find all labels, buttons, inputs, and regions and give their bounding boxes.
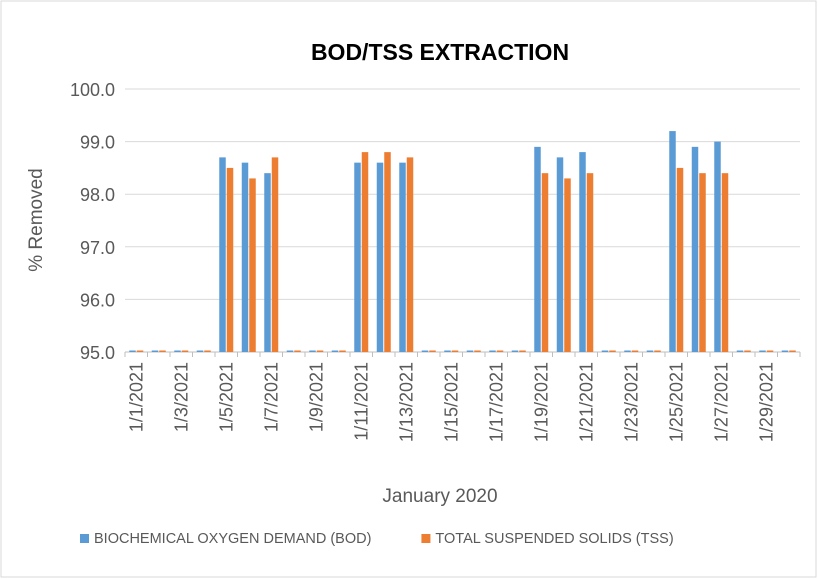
bar [331, 350, 339, 352]
x-tick-label: 1/15/2021 [441, 362, 461, 442]
bar [631, 350, 639, 352]
bar [294, 350, 301, 352]
x-tick-label: 1/17/2021 [486, 362, 506, 442]
bar [759, 350, 766, 352]
bar [196, 350, 204, 352]
bar [264, 173, 271, 352]
legend-label: BIOCHEMICAL OXYGEN DEMAND (BOD) [94, 531, 371, 547]
bar [564, 178, 571, 352]
bar [609, 350, 616, 352]
bar [744, 350, 751, 352]
bar [496, 350, 504, 352]
bar [136, 350, 144, 352]
bar [316, 350, 324, 352]
y-tick-label: 98.0 [80, 185, 115, 205]
bar [624, 350, 631, 352]
bar [384, 152, 391, 352]
bar [271, 157, 279, 352]
bar [714, 141, 721, 352]
bar [444, 350, 451, 352]
bar [466, 350, 474, 352]
legend-swatch [421, 534, 431, 543]
bar [669, 131, 676, 352]
bar [489, 350, 496, 352]
x-tick-label: 1/27/2021 [711, 362, 731, 442]
x-tick-label: 1/11/2021 [351, 362, 371, 441]
x-tick-label: 1/23/2021 [621, 362, 641, 442]
x-tick-label: 1/3/2021 [171, 362, 191, 432]
bar [361, 152, 369, 352]
bar [646, 350, 654, 352]
bar [676, 167, 684, 352]
bar [181, 350, 189, 352]
bar [286, 350, 294, 352]
bar [534, 146, 541, 352]
bar [601, 350, 609, 352]
legend-label: TOTAL SUSPENDED SOLIDS (TSS) [435, 531, 673, 547]
x-axis-label: January 2020 [382, 486, 497, 507]
x-tick-label: 1/25/2021 [666, 362, 686, 442]
bar [406, 157, 414, 352]
x-tick-label: 1/21/2021 [576, 362, 596, 442]
bar [699, 173, 706, 352]
x-tick-label: 1/29/2021 [756, 362, 776, 442]
bar [421, 350, 429, 352]
x-tick-label: 1/1/2021 [126, 362, 146, 432]
x-tick-label: 1/7/2021 [261, 362, 281, 432]
bar [781, 350, 789, 352]
bar [151, 350, 159, 352]
chart-title: BOD/TSS EXTRACTION [311, 39, 569, 65]
bar [541, 173, 549, 352]
bar [766, 350, 774, 352]
legend-swatch [80, 534, 89, 543]
bar [309, 350, 316, 352]
bar [474, 350, 481, 352]
bar [654, 350, 661, 352]
bar [451, 350, 459, 352]
y-axis-label: % Removed [26, 168, 47, 272]
bar [174, 350, 181, 352]
bar [204, 350, 211, 352]
x-tick-label: 1/5/2021 [216, 362, 236, 432]
bar [519, 350, 526, 352]
bar [429, 350, 436, 352]
bar [159, 350, 166, 352]
bar [249, 178, 256, 352]
bar [226, 167, 234, 352]
y-tick-label: 99.0 [80, 133, 115, 153]
bar [399, 162, 406, 352]
bar [241, 162, 249, 352]
bar [789, 350, 796, 352]
y-tick-label: 95.0 [80, 343, 115, 363]
bar [691, 146, 699, 352]
bar [586, 173, 594, 352]
bar [129, 350, 136, 352]
bar [354, 162, 361, 352]
bar [339, 350, 346, 352]
bar [376, 162, 384, 352]
bar [511, 350, 519, 352]
y-tick-label: 100.0 [70, 80, 115, 100]
x-tick-label: 1/19/2021 [531, 362, 551, 442]
x-tick-label: 1/9/2021 [306, 362, 326, 432]
bar [736, 350, 744, 352]
bar [556, 157, 564, 352]
y-tick-label: 97.0 [80, 238, 115, 258]
x-tick-label: 1/13/2021 [396, 362, 416, 442]
y-tick-label: 96.0 [80, 290, 115, 310]
bar [579, 152, 586, 352]
bar [721, 173, 729, 352]
bar [219, 157, 226, 352]
